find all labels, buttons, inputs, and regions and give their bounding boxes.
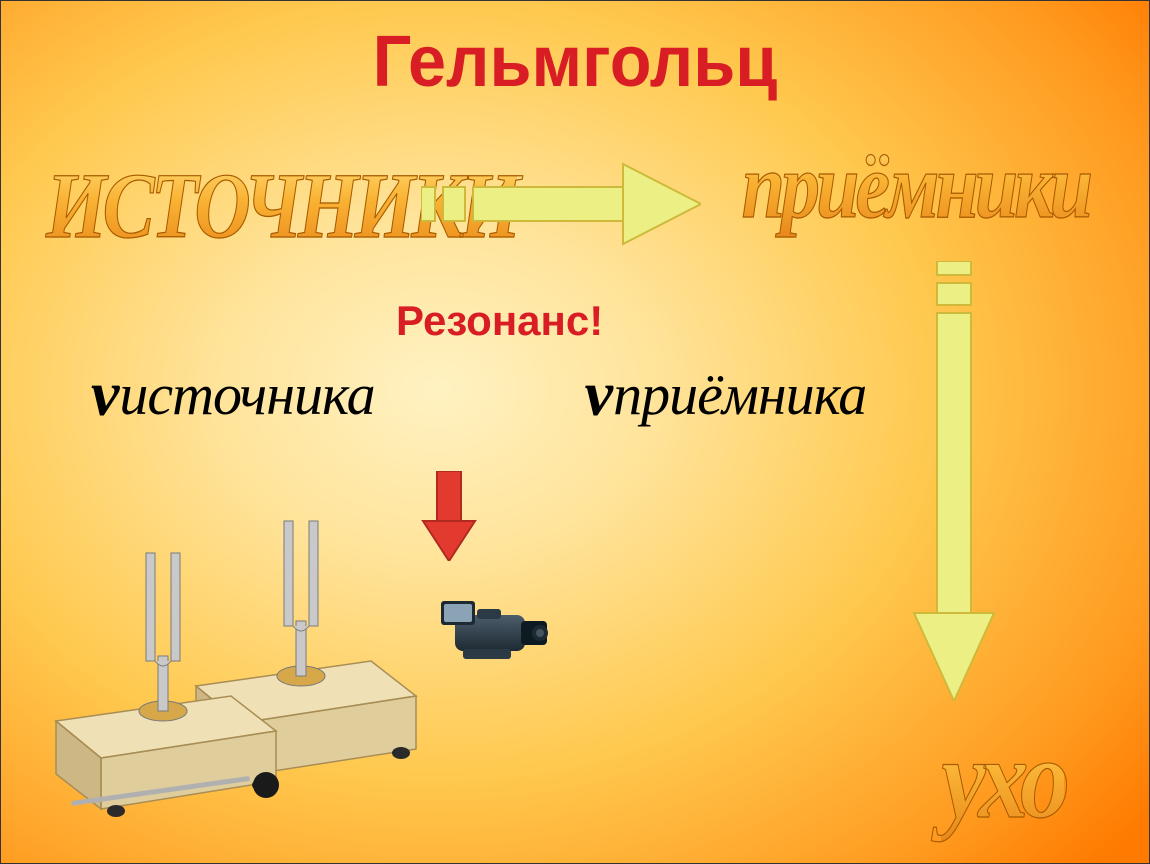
formula-source-sub: источника [119, 361, 374, 428]
camera-icon [433, 591, 553, 671]
label-resonance: Резонанс! [396, 297, 603, 345]
label-ear: ухо [941, 712, 1064, 844]
resonance-formula: ν источника ν приёмника [91, 357, 866, 431]
slide-title: Гельмгольц [30, 21, 1121, 103]
slide-canvas: Гельмгольц ИСТОЧНИКИ приёмники Резонанс!… [0, 0, 1150, 864]
tuning-forks-icon [41, 501, 441, 821]
arrow-right-icon [421, 159, 701, 249]
nu-symbol-left: ν [91, 357, 119, 431]
label-receivers: приёмники [742, 132, 1089, 240]
formula-receiver-sub: приёмника [613, 361, 866, 428]
nu-symbol-right: ν [585, 357, 613, 431]
arrow-down-icon [909, 261, 999, 701]
